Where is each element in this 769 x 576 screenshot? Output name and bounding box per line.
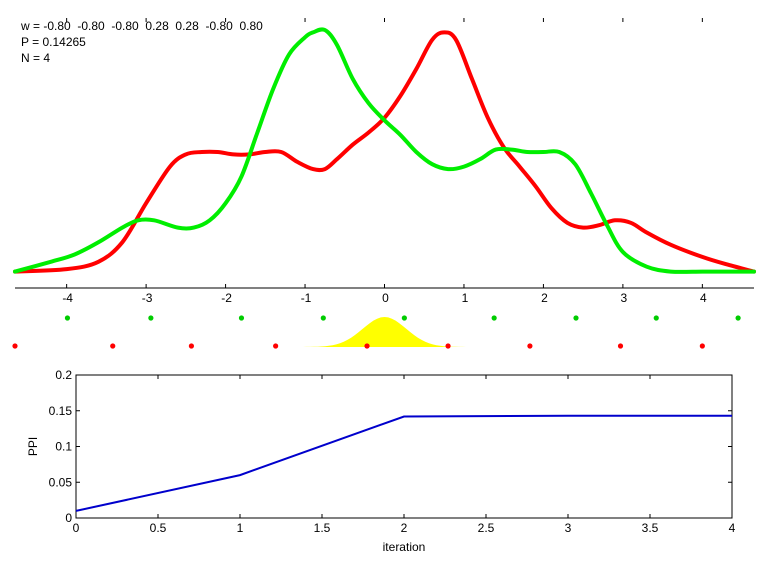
ppi-y-axis-label: PPI — [26, 437, 40, 456]
red-sample-dot — [188, 343, 195, 349]
density-x-tick-label: -2 — [221, 291, 232, 305]
green-sample-dot — [401, 315, 407, 321]
green-density-curve — [13, 27, 756, 274]
ppi-x-tick-label: 1.5 — [314, 521, 331, 535]
ppi-x-axis-label: iteration — [383, 540, 426, 554]
density-x-tick-label: 0 — [382, 291, 389, 305]
red-sample-dot — [273, 343, 279, 349]
ppi-x-tick-label: 1 — [237, 521, 244, 535]
density-x-tick-label: -1 — [301, 291, 312, 305]
red-sample-dot — [699, 343, 705, 349]
red-sample-dot — [364, 343, 370, 349]
ppi-line — [75, 414, 732, 512]
ppi-x-tick-label: 2 — [401, 521, 408, 535]
ppi-x-tick-label: 0 — [73, 521, 80, 535]
ppi-x-tick-label: 4 — [729, 521, 736, 535]
ppi-y-tick-label: 0.15 — [49, 404, 73, 418]
gaussian-kernel-shape — [273, 317, 496, 347]
green-sample-dot — [320, 315, 326, 321]
ppi-axes-box — [75, 374, 733, 519]
red-sample-dot — [110, 343, 116, 349]
green-sample-dot — [735, 315, 741, 321]
ppi-y-tick-label: 0.2 — [55, 368, 72, 382]
red-sample-dot — [12, 343, 18, 349]
green-sample-dot — [64, 315, 71, 321]
red-sample-dot — [617, 343, 624, 349]
ppi-x-tick-label: 3.5 — [642, 521, 659, 535]
ppi-x-tick-label: 3 — [565, 521, 572, 535]
density-x-tick-label: 3 — [621, 291, 628, 305]
ppi-x-tick-label: 0.5 — [150, 521, 167, 535]
ppi-x-tick-label: 2.5 — [478, 521, 495, 535]
ppi-y-tick-label: 0 — [65, 511, 72, 525]
weights-text: w = -0.80 -0.80 -0.80 0.28 0.28 -0.80 0.… — [21, 19, 263, 33]
density-x-tick-label: 2 — [541, 291, 548, 305]
green-sample-dot — [491, 315, 497, 321]
red-sample-dot — [527, 343, 533, 349]
density-x-tick-label: 1 — [462, 291, 469, 305]
density-x-tick-label: -3 — [142, 291, 153, 305]
probability-text: P = 0.14265 — [21, 35, 86, 49]
density-x-tick-label: 4 — [700, 291, 707, 305]
iteration-count-text: N = 4 — [21, 51, 51, 65]
red-density-curve — [13, 30, 756, 274]
ppi-y-tick-label: 0.05 — [49, 475, 73, 489]
green-sample-dot — [238, 315, 245, 321]
green-sample-dot — [653, 315, 659, 321]
green-sample-dot — [573, 315, 579, 321]
green-sample-dot — [148, 315, 154, 321]
ppi-y-tick-label: 0.1 — [55, 440, 72, 454]
red-sample-dot — [445, 343, 451, 349]
density-x-tick-label: -4 — [62, 291, 73, 305]
